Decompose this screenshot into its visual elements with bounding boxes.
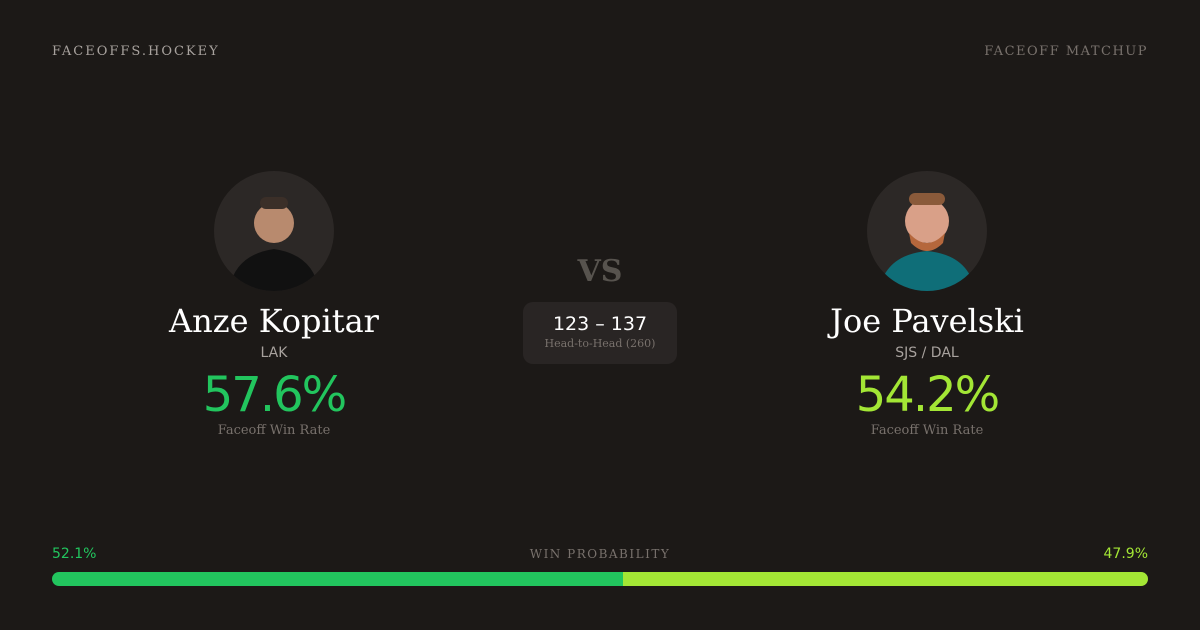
win-probability-bar	[52, 572, 1148, 586]
player-right-avatar	[867, 171, 987, 291]
page-tag: FACEOFF MATCHUP	[984, 44, 1148, 59]
site-brand[interactable]: FACEOFFS.HOCKEY	[52, 44, 220, 59]
head-to-head-score: 123 – 137	[552, 313, 648, 335]
player-left-name: Anze Kopitar	[169, 302, 379, 340]
player-left-team: LAK	[260, 345, 288, 361]
player-left-win-rate-label: Faceoff Win Rate	[217, 423, 331, 438]
player-left: Anze Kopitar LAK 57.6% Faceoff Win Rate	[124, 171, 424, 438]
player-right: Joe Pavelski SJS / DAL 54.2% Faceoff Win…	[777, 171, 1077, 438]
player-right-name: Joe Pavelski	[830, 302, 1024, 340]
win-probability-left-segment	[52, 572, 624, 586]
player-right-win-rate: 54.2%	[855, 367, 1000, 423]
vs-label: VS	[577, 254, 623, 289]
win-probability-left: 52.1%	[52, 546, 97, 562]
head-to-head-caption: Head-to-Head (260)	[544, 337, 656, 350]
win-probability-right-segment	[623, 572, 1148, 586]
player-right-win-rate-label: Faceoff Win Rate	[870, 423, 984, 438]
head-to-head-card: 123 – 137 Head-to-Head (260)	[523, 302, 677, 364]
player-left-win-rate: 57.6%	[202, 367, 347, 423]
player-left-avatar	[214, 171, 334, 291]
player-right-team: SJS / DAL	[895, 345, 959, 361]
win-probability-right: 47.9%	[1103, 546, 1148, 562]
win-probability-label: WIN PROBABILITY	[529, 547, 671, 561]
